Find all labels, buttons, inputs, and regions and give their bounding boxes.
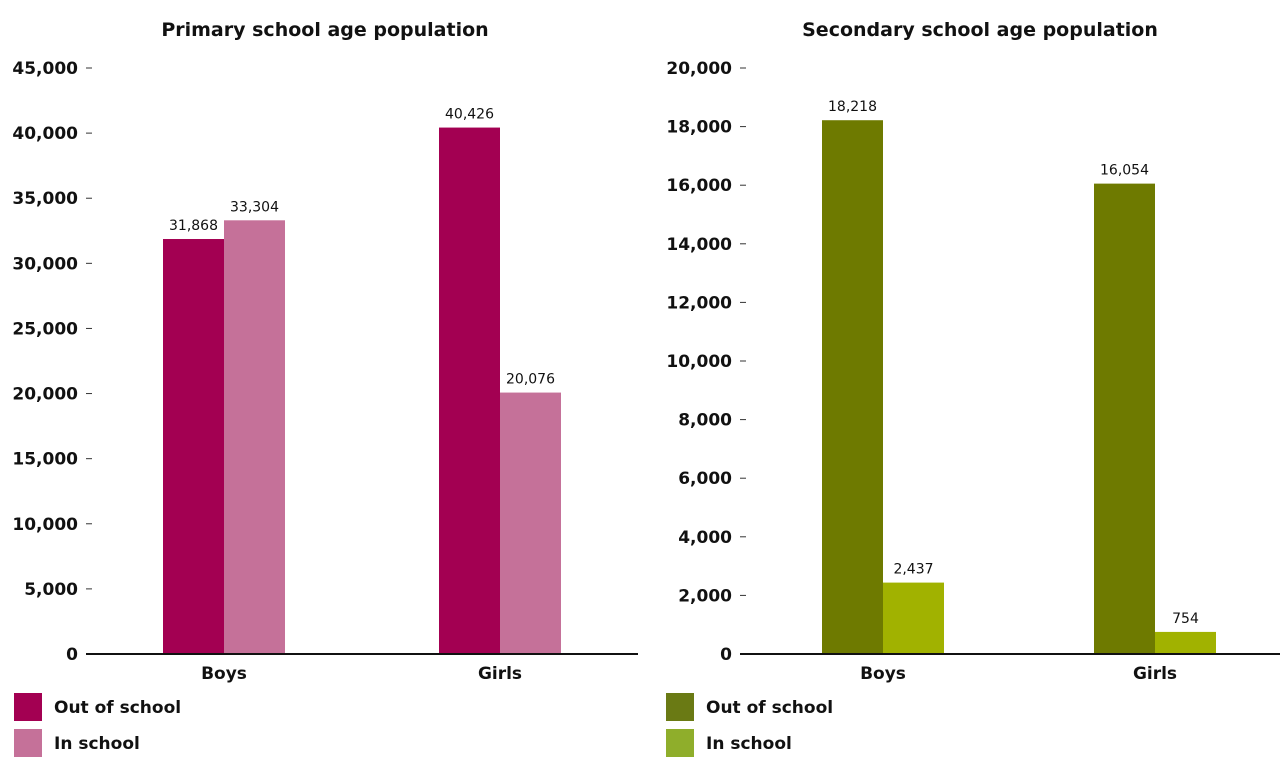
legend-label: Out of school: [54, 698, 181, 718]
bar: [883, 582, 944, 654]
y-tick-label: 5,000: [24, 580, 78, 600]
y-tick-label: 8,000: [678, 411, 732, 431]
x-tick-label: Girls: [478, 664, 522, 684]
bar: [1094, 183, 1155, 654]
primary-school-chart: Primary school age population 0 5,000 10,00…: [12, 19, 638, 757]
y-tick-label: 45,000: [12, 59, 78, 79]
y-tick-label: 18,000: [666, 118, 732, 138]
bar: [822, 120, 883, 655]
data-label: 31,868: [169, 218, 218, 234]
x-tick-label: Girls: [1133, 664, 1177, 684]
legend-label: In school: [706, 734, 792, 754]
legend-label: In school: [54, 734, 140, 754]
y-tick-label: 0: [720, 645, 732, 665]
data-label: 754: [1172, 611, 1199, 627]
legend-label: Out of school: [706, 698, 833, 718]
y-tick-label: 0: [66, 645, 78, 665]
bar: [439, 127, 500, 654]
y-tick-label: 40,000: [12, 124, 78, 144]
data-label: 20,076: [506, 372, 555, 388]
x-tick-label: Boys: [201, 664, 247, 684]
bar: [163, 239, 224, 655]
y-tick-label: 20,000: [666, 59, 732, 79]
y-tick-label: 2,000: [678, 586, 732, 606]
bar: [1155, 631, 1216, 654]
y-tick-label: 15,000: [12, 450, 78, 470]
y-tick-label: 6,000: [678, 469, 732, 489]
y-tick-label: 25,000: [12, 319, 78, 339]
y-tick-label: 4,000: [678, 528, 732, 548]
x-tick-label: Boys: [860, 664, 906, 684]
secondary-school-chart: Secondary school age population 0 2,000 4,0…: [666, 19, 1280, 757]
data-label: 18,218: [828, 99, 877, 115]
bar: [224, 220, 285, 654]
y-tick-label: 20,000: [12, 385, 78, 405]
y-tick-label: 30,000: [12, 254, 78, 274]
chart-title: Primary school age population: [161, 19, 488, 41]
legend-swatch: [14, 693, 42, 721]
data-label: 33,304: [230, 199, 279, 215]
y-tick-label: 12,000: [666, 293, 732, 313]
y-tick-label: 10,000: [666, 352, 732, 372]
legend-swatch: [666, 693, 694, 721]
y-tick-label: 14,000: [666, 235, 732, 255]
legend-swatch: [666, 729, 694, 757]
chart-title: Secondary school age population: [802, 19, 1158, 41]
data-label: 40,426: [445, 107, 494, 123]
data-label: 2,437: [893, 562, 933, 578]
y-tick-label: 10,000: [12, 515, 78, 535]
y-tick-label: 16,000: [666, 176, 732, 196]
data-label: 16,054: [1100, 163, 1149, 179]
legend-swatch: [14, 729, 42, 757]
bar: [500, 392, 561, 654]
y-tick-label: 35,000: [12, 189, 78, 209]
